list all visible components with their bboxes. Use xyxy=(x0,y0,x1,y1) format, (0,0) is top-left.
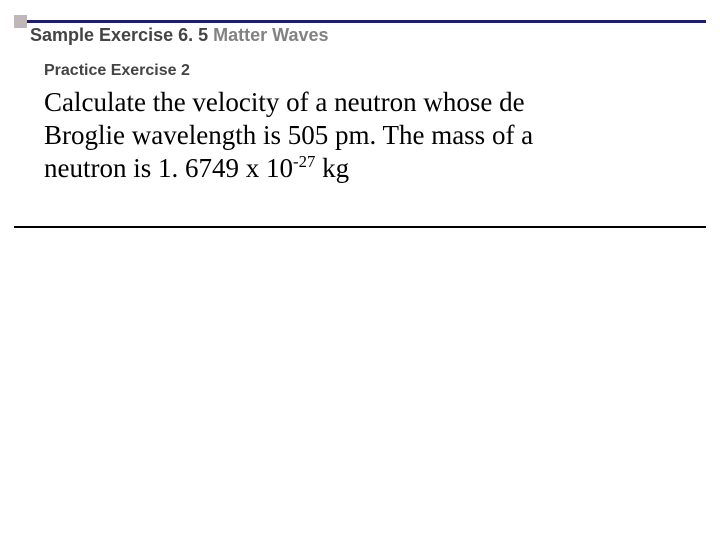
title-dark-part: Sample Exercise 6. 5 xyxy=(30,25,213,45)
problem-exponent: -27 xyxy=(293,152,315,171)
title-gray-part: Matter Waves xyxy=(213,25,328,45)
problem-line-1: Calculate the velocity of a neutron whos… xyxy=(44,87,525,117)
title-bullet xyxy=(14,15,27,28)
top-horizontal-rule xyxy=(14,20,706,23)
page-title: Sample Exercise 6. 5 Matter Waves xyxy=(30,25,329,46)
problem-line-3-pre: neutron is 1. 6749 x 10 xyxy=(44,153,293,183)
practice-subheading: Practice Exercise 2 xyxy=(44,62,190,80)
problem-line-2: Broglie wavelength is 505 pm. The mass o… xyxy=(44,120,533,150)
problem-statement: Calculate the velocity of a neutron whos… xyxy=(44,86,676,185)
content-divider-rule xyxy=(14,226,706,228)
problem-line-3-post: kg xyxy=(315,153,349,183)
